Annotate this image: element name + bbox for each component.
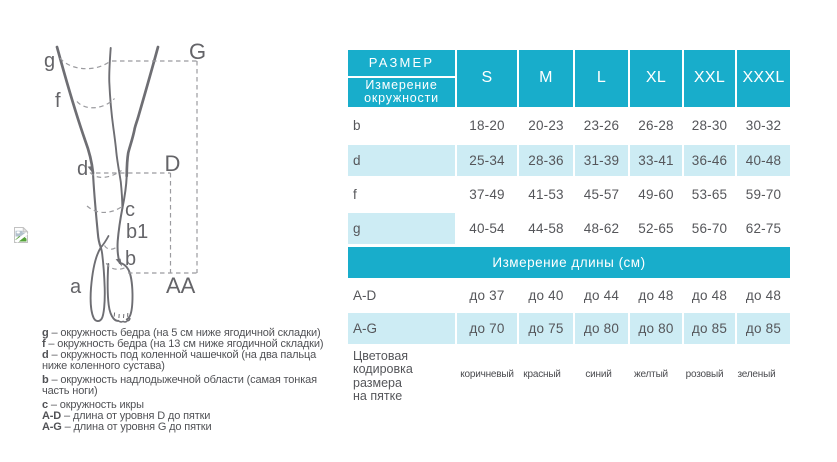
svg-text:g: g: [44, 50, 55, 72]
svg-text:a: a: [70, 276, 82, 298]
svg-text:D: D: [165, 151, 181, 176]
svg-text:c: c: [125, 199, 135, 221]
svg-text:AA: AA: [166, 273, 196, 298]
svg-text:b1: b1: [126, 221, 148, 243]
svg-text:f: f: [55, 90, 61, 112]
svg-text:G: G: [189, 39, 206, 64]
svg-text:d: d: [77, 158, 88, 180]
svg-text:b: b: [125, 248, 136, 270]
